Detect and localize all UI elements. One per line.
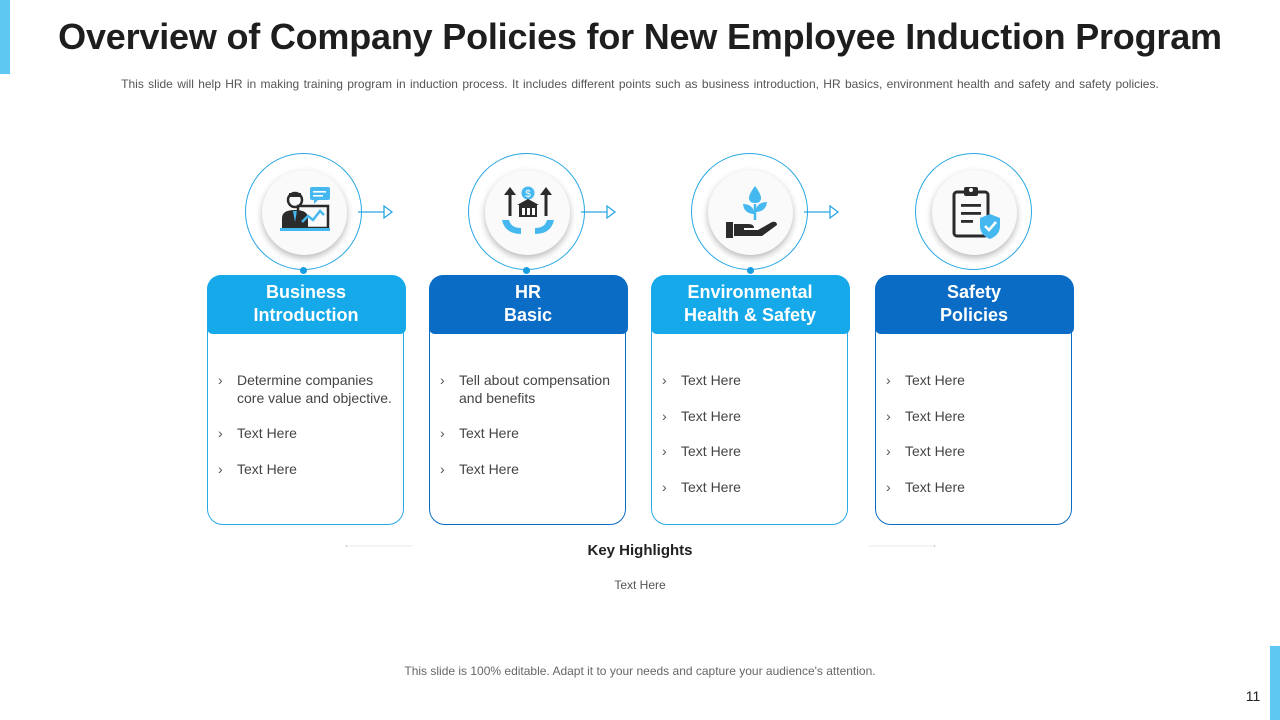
list-item-text: Text Here: [905, 407, 965, 424]
clipboard-shield-icon: [952, 186, 1000, 239]
list-item: › Text Here: [662, 407, 741, 424]
step-item-list: › Text Here › Text Here › Text Here › Text H…: [662, 372, 842, 496]
accent-bar-right: [1270, 646, 1280, 720]
list-item: › Text Here: [886, 407, 965, 424]
list-item: › Text Here: [662, 478, 741, 495]
step-heading: HR Basic: [428, 274, 628, 334]
step-item-list: › Text Here › Text Here › Text Here › Text H…: [886, 372, 1066, 496]
list-item-text: Text Here: [681, 372, 741, 388]
list-item: › Determine companies core value and obje…: [218, 372, 392, 406]
hand-plant-icon: [725, 185, 777, 238]
step-card-environmental-health-safety: Environmental Health & Safety › Text Here…: [650, 274, 850, 525]
footer-note: This slide is 100% editable. Adapt it to…: [404, 664, 876, 678]
list-item: › Text Here: [886, 372, 965, 388]
list-item: › Text Here: [886, 478, 965, 495]
slide-title: Overview of Company Policies for New Emp…: [58, 16, 1222, 57]
icon-circle: $: [485, 170, 570, 255]
compensation-hands-icon: $: [501, 186, 554, 234]
step-item-list: › Tell about compensation and benefits › T…: [440, 372, 620, 478]
list-item: › Text Here: [662, 372, 741, 388]
list-item: › Text Here: [440, 460, 519, 477]
step-heading: Environmental Health & Safety: [650, 274, 850, 334]
list-item-text: Text Here: [905, 372, 965, 388]
step-heading: Business Introduction: [206, 274, 406, 334]
right-arrow-line-icon: [868, 545, 936, 547]
accent-bar-left: [0, 0, 10, 74]
list-item-text: Text Here: [237, 460, 297, 477]
icon-ring-hr-basic: $: [468, 153, 585, 270]
list-item: › Text Here: [886, 443, 965, 459]
icon-circle: [262, 170, 347, 255]
icon-circle: [932, 170, 1017, 255]
svg-text:$: $: [525, 189, 531, 200]
list-item-text: Text Here: [905, 443, 965, 459]
slide-subtitle: This slide will help HR in making traini…: [121, 77, 1159, 91]
list-item: › Text Here: [218, 425, 297, 441]
connector-dot: [747, 267, 754, 274]
list-item-text: Text Here: [681, 443, 741, 459]
list-item-text: Text Here: [459, 425, 519, 441]
list-item-text: Text Here: [681, 478, 741, 495]
left-arrow-line-icon: [345, 545, 413, 547]
icon-ring-safety-policies: [915, 153, 1032, 270]
list-item-text: Text Here: [681, 407, 741, 424]
icon-ring-business-introduction: [245, 153, 362, 270]
step-card-hr-basic: HR Basic › Tell about compensation and be…: [428, 274, 628, 525]
connector-arrow-icon: [581, 204, 617, 220]
list-item: › Text Here: [218, 460, 297, 477]
step-heading: Safety Policies: [874, 274, 1074, 334]
step-item-list: › Determine companies core value and obje…: [218, 372, 398, 478]
list-item: › Tell about compensation and benefits: [440, 372, 610, 406]
connector-dot: [300, 267, 307, 274]
page-number: 11: [1245, 688, 1261, 704]
connector-arrow-icon: [804, 204, 840, 220]
step-card-business-introduction: Business Introduction › Determine compani…: [206, 274, 406, 525]
connector-arrow-icon: [358, 204, 394, 220]
connector-dot: [523, 267, 530, 274]
presenter-icon: [279, 186, 330, 231]
list-item-text: Determine companies core value and objec…: [237, 372, 392, 406]
icon-circle: [708, 170, 793, 255]
list-item-text: Text Here: [905, 478, 965, 495]
list-item: › Text Here: [440, 425, 519, 441]
list-item-text: Text Here: [237, 425, 297, 441]
list-item-text: Tell about compensation and benefits: [459, 372, 610, 406]
key-highlights-text: Text Here: [614, 578, 666, 592]
key-highlights-title: Key Highlights: [587, 542, 693, 559]
step-card-safety-policies: Safety Policies › Text Here › Text Here › T…: [874, 274, 1074, 525]
list-item-text: Text Here: [459, 460, 519, 477]
list-item: › Text Here: [662, 443, 741, 459]
icon-ring-environmental-health-safety: [691, 153, 808, 270]
